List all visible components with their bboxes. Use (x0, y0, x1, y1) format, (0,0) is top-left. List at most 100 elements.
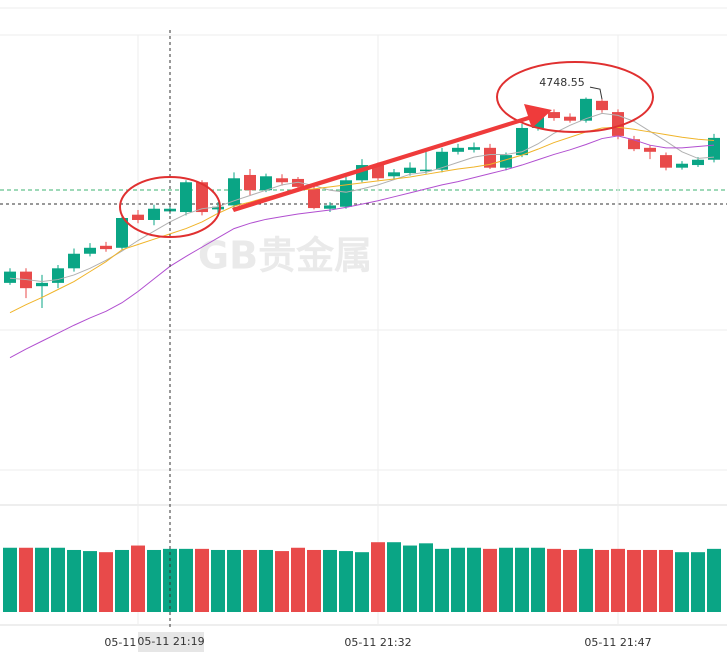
candle-body (228, 178, 240, 206)
volume-bar (51, 547, 65, 612)
candle-body (308, 188, 320, 209)
volume-bar (99, 552, 113, 612)
candle-body (132, 214, 144, 220)
volume-bar (435, 548, 449, 612)
x-tick-label: 05-11 21:32 (344, 636, 411, 649)
candle-body (628, 139, 640, 150)
candle-body (548, 112, 560, 119)
annotation: 4748.55 (539, 76, 585, 89)
volume-bar (147, 549, 161, 612)
candle-body (372, 165, 384, 179)
volume-bar (483, 548, 497, 612)
candle-body (292, 178, 304, 187)
volume-bar (579, 548, 593, 612)
candle-body (340, 180, 352, 207)
highlight-circle (119, 176, 221, 238)
candle-body (404, 167, 416, 173)
volume-bar (595, 549, 609, 612)
volume-bar (387, 542, 401, 612)
volume-bar (707, 548, 721, 612)
volume-bar (371, 542, 385, 612)
volume-bar (467, 547, 481, 612)
candle-body (612, 112, 624, 136)
volume-bar (131, 545, 145, 612)
candle-body (116, 218, 128, 248)
volume-bar (83, 551, 97, 612)
candle-body (260, 176, 272, 191)
candle-body (196, 182, 208, 213)
x-tick-label: 05-11 21:47 (584, 636, 651, 649)
candle-body (468, 147, 480, 150)
volume-bar (163, 548, 177, 612)
candle-body (244, 174, 256, 191)
volume-bar (515, 547, 529, 612)
candle-body (100, 245, 112, 250)
volume-bar (19, 547, 33, 612)
candle-body (4, 271, 16, 283)
volume-bar (35, 547, 49, 612)
volume-bar (3, 547, 17, 612)
candle-body (36, 282, 48, 287)
highlight-circle (496, 61, 654, 133)
volume-bar (675, 552, 689, 612)
crosshair-label-box (138, 632, 204, 652)
volume-bar (627, 549, 641, 612)
candle-body (420, 169, 432, 172)
candle-body (180, 182, 192, 213)
volume-bar (243, 549, 257, 612)
candle-body (692, 159, 704, 166)
crosshair-label: 05-11 21:19 (137, 635, 204, 648)
candle-body (500, 155, 512, 168)
candle-body (596, 100, 608, 111)
volume-bar (195, 548, 209, 612)
volume-bar (115, 549, 129, 612)
volume-bar (419, 543, 433, 612)
volume-bar (547, 548, 561, 612)
volume-bar (403, 545, 417, 612)
candle-body (660, 155, 672, 168)
candle-body (708, 137, 720, 160)
candle-body (52, 268, 64, 283)
volume-bar (531, 547, 545, 612)
candle-body (676, 163, 688, 168)
volume-bar (323, 549, 337, 612)
candle-body (564, 116, 576, 121)
candle-body (644, 147, 656, 152)
candle-body (84, 247, 96, 254)
candle-body (68, 253, 80, 269)
volume-bar (67, 549, 81, 612)
volume-bar (563, 549, 577, 612)
volume-bar (211, 549, 225, 612)
volume-bar (355, 552, 369, 612)
volume-bar (659, 549, 673, 612)
candle-body (212, 206, 224, 210)
candle-body (580, 98, 592, 121)
moving-average (9, 135, 715, 359)
candle-body (388, 172, 400, 177)
volume-bar (643, 549, 657, 612)
volume-bar (611, 548, 625, 612)
volume-bar (307, 549, 321, 612)
candle-body (516, 127, 528, 156)
volume-bar (227, 549, 241, 612)
volume-bar (259, 549, 273, 612)
volume-bar (691, 552, 705, 612)
volume-bar (499, 547, 513, 612)
candle-body (148, 208, 160, 220)
candle-body (324, 205, 336, 209)
volume-bar (339, 551, 353, 612)
candle-body (484, 147, 496, 168)
moving-average (9, 126, 715, 314)
candle-body (436, 151, 448, 170)
annotation-leader (589, 86, 603, 100)
trend-arrow (232, 104, 552, 212)
volume-bar (275, 551, 289, 612)
candle-body (276, 178, 288, 183)
volume-bar (179, 548, 193, 612)
volume-bar (451, 547, 465, 612)
volume-bar (291, 547, 305, 612)
candle-body (452, 147, 464, 152)
watermark: GB贵金属 (198, 234, 372, 278)
